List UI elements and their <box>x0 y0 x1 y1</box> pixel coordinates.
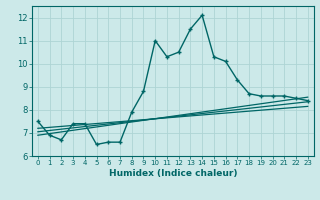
X-axis label: Humidex (Indice chaleur): Humidex (Indice chaleur) <box>108 169 237 178</box>
